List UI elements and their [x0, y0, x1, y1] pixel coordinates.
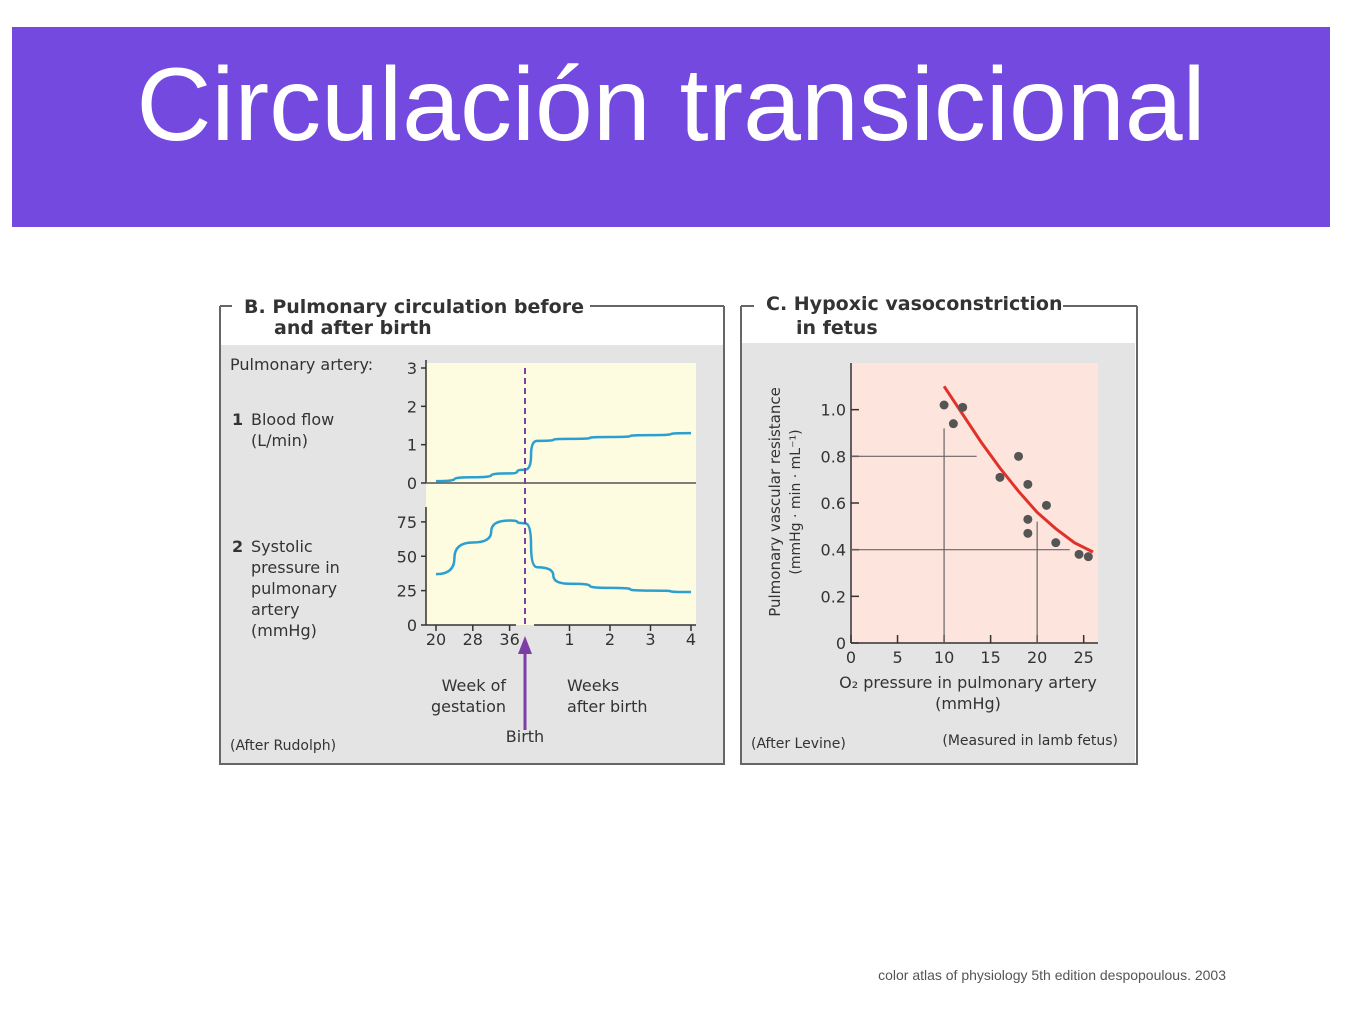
xlab-right-2: after birth	[567, 697, 648, 716]
c-y-tick-label-1: 0.2	[821, 587, 846, 606]
plot-b-bg	[426, 363, 696, 625]
plot-systolic-pressure: 0 25 50 75 20 28 36 1 2 3 4	[397, 507, 696, 649]
y-tick-label-1-0: 0	[407, 474, 417, 493]
xlab-left-1: Week of	[442, 676, 507, 695]
c-y-tick-label-0: 0	[836, 634, 846, 653]
data-point-7	[1023, 528, 1033, 538]
y-tick-label-2-1: 25	[397, 582, 417, 601]
c-x-tick-label-1: 5	[892, 648, 902, 667]
c1-label-2: (L/min)	[251, 431, 308, 450]
plot-c-xlabel-2: (mmHg)	[935, 694, 1001, 713]
data-point-11	[1083, 552, 1093, 562]
panel-c-header-1: C. Hypoxic vasoconstriction	[766, 293, 1063, 315]
c-x-tick-label-2: 10	[934, 648, 954, 667]
data-point-3	[995, 472, 1005, 482]
data-point-10	[1074, 549, 1084, 559]
x-tick-label-2-0: 20	[426, 630, 446, 649]
figure: B. Pulmonary circulation before and afte…	[218, 290, 1143, 775]
c2-label-4: artery	[251, 600, 300, 619]
y-tick-label-1-3: 3	[407, 359, 417, 378]
plot-c-xlabel-1: O₂ pressure in pulmonary artery	[839, 673, 1097, 692]
plot-c-bg	[851, 363, 1098, 643]
panel-c-source: (After Levine)	[751, 736, 846, 752]
citation: color atlas of physiology 5th edition de…	[878, 967, 1226, 983]
panel-c-note: (Measured in lamb fetus)	[942, 733, 1118, 749]
x-tick-label-2-4: 2	[605, 630, 615, 649]
panel-c: C. Hypoxic vasoconstriction in fetus 0 0.…	[740, 293, 1138, 765]
c1-label-1: Blood flow	[251, 410, 334, 429]
data-point-9	[1051, 538, 1061, 548]
x-tick-label-2-1: 28	[463, 630, 483, 649]
plot-hypoxic: 0 0.2 0.4 0.6 0.8 1.0 0 5 10 15 20 25	[821, 363, 1098, 667]
x-tick-label-2-2: 36	[499, 630, 519, 649]
series-line-2	[435, 519, 692, 594]
panel-c-header-2: in fetus	[796, 317, 878, 339]
c-y-tick-label-3: 0.6	[821, 494, 846, 513]
plot-blood-flow: 0 1 2 3	[407, 359, 696, 493]
y-tick-label-2-3: 75	[397, 513, 417, 532]
c2-label-2: pressure in	[251, 558, 340, 577]
birth-arrowhead	[518, 636, 532, 654]
c-x-tick-label-5: 25	[1074, 648, 1094, 667]
data-point-2	[958, 402, 968, 412]
c-x-tick-label-4: 20	[1027, 648, 1047, 667]
c2-num: 2	[232, 537, 243, 556]
x-tick-label-2-5: 3	[645, 630, 655, 649]
data-point-5	[1023, 479, 1033, 489]
panel-b-frame	[219, 305, 725, 765]
c2-label-3: pulmonary	[251, 579, 337, 598]
row-label: Pulmonary artery:	[230, 355, 373, 374]
panel-b-header-1: B. Pulmonary circulation before	[244, 296, 584, 318]
series-line-1	[435, 431, 692, 483]
c-x-tick-label-3: 15	[980, 648, 1000, 667]
xlab-right-1: Weeks	[567, 676, 619, 695]
xlab-left-2: gestation	[431, 697, 506, 716]
fit-curve	[942, 385, 1094, 554]
data-point-8	[1041, 500, 1051, 510]
panel-b-source: (After Rudolph)	[230, 738, 336, 754]
x-tick-label-2-6: 4	[686, 630, 696, 649]
panel-b-header-2: and after birth	[274, 317, 432, 339]
panel-c-frame	[740, 305, 1138, 765]
y-tick-label-1-1: 1	[407, 436, 417, 455]
panel-b: B. Pulmonary circulation before and afte…	[219, 296, 725, 765]
c1-num: 1	[232, 410, 243, 429]
c-y-tick-label-4: 0.8	[821, 447, 846, 466]
c-y-tick-label-2: 0.4	[821, 541, 846, 560]
c-y-tick-label-5: 1.0	[821, 401, 846, 420]
figure-svg: B. Pulmonary circulation before and afte…	[219, 293, 1138, 765]
c2-label-5: (mmHg)	[251, 621, 317, 640]
c2-label-1: Systolic	[251, 537, 313, 556]
plot-c-ylabel-1: Pulmonary vascular resistance	[766, 387, 784, 617]
x-tick-label-2-3: 1	[564, 630, 574, 649]
data-point-1	[948, 419, 958, 429]
plot-c-ylabel-2: (mmHg · min · mL⁻¹)	[788, 429, 804, 574]
data-point-0	[939, 400, 949, 410]
title-bar: Circulación transicional	[12, 27, 1330, 227]
data-point-6	[1023, 514, 1033, 524]
y-tick-label-1-2: 2	[407, 397, 417, 416]
data-point-4	[1014, 451, 1024, 461]
birth-label: Birth	[506, 727, 544, 746]
c-x-tick-label-0: 0	[846, 648, 856, 667]
y-tick-label-2-0: 0	[407, 616, 417, 635]
slide-title: Circulación transicional	[136, 47, 1206, 163]
y-tick-label-2-2: 50	[397, 547, 417, 566]
